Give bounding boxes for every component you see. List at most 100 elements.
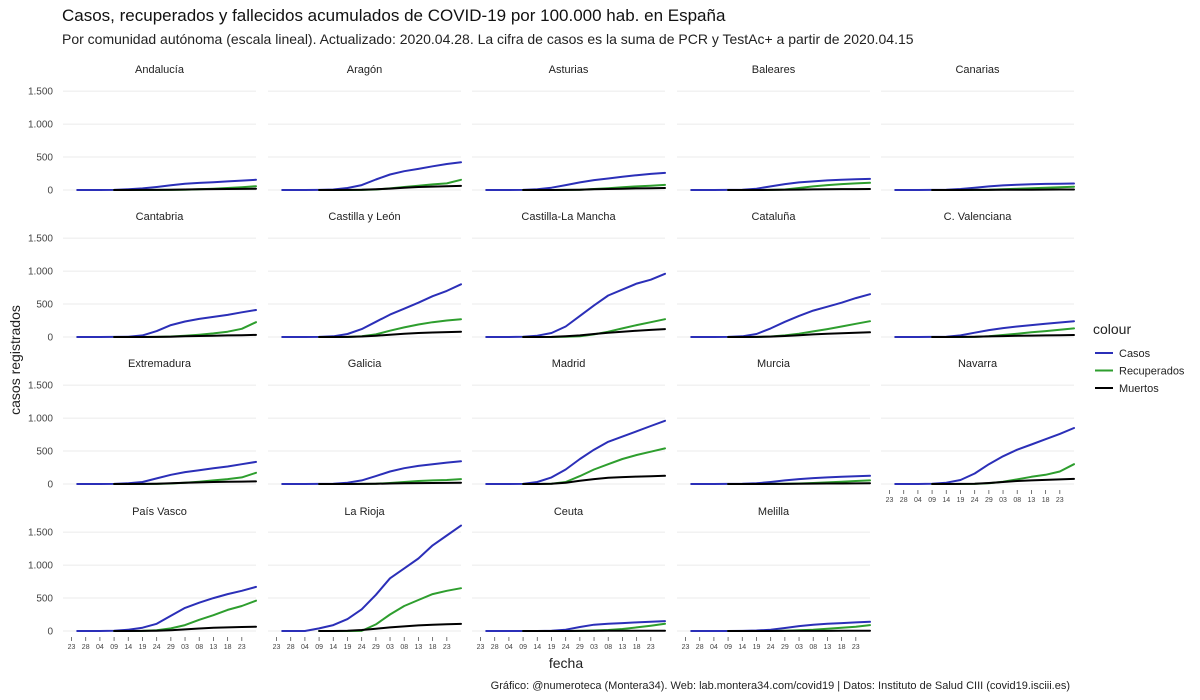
x-tick-label: 13 (1028, 497, 1036, 504)
x-tick-label: 24 (153, 644, 161, 651)
series-line-muertos (318, 330, 462, 338)
facet-pais-vasco: País Vasco 0 500 1.000 1.500 23 28 04 09 14 19 24 29… (28, 506, 257, 651)
y-tick-label: 500 (36, 594, 53, 605)
x-tick-label: 18 (633, 644, 641, 651)
x-tick-label: 14 (329, 644, 337, 651)
y-tick-label: 1.000 (28, 267, 53, 278)
x-tick-label: 18 (838, 644, 846, 651)
x-tick-label: 23 (443, 644, 451, 651)
y-axis-title: casos registrados (7, 305, 23, 415)
series-line-muertos (522, 187, 666, 191)
facet-aragon: Aragón (268, 64, 462, 191)
series-line-casos (281, 524, 462, 632)
y-tick-label: 1.000 (28, 414, 53, 425)
legend-item-muertos: Muertos (1095, 383, 1159, 395)
y-tick-label: 0 (47, 186, 53, 197)
x-tick-label: 04 (710, 644, 718, 651)
y-tick-label: 1.000 (28, 120, 53, 131)
series-line-muertos (727, 482, 871, 485)
facet-canarias: Canarias (881, 64, 1075, 191)
facet-title: Castilla-La Mancha (521, 211, 616, 223)
y-tick-label: 1.500 (28, 528, 53, 539)
x-tick-label: 23 (852, 644, 860, 651)
facet-title: Andalucía (135, 64, 185, 76)
facet-castilla-la-mancha: Castilla-La Mancha (472, 211, 666, 338)
x-tick-label: 03 (386, 644, 394, 651)
x-tick-label: 14 (124, 644, 132, 651)
x-tick-label: 23 (647, 644, 655, 651)
series-line-muertos (113, 187, 257, 191)
series-line-casos (281, 283, 462, 338)
facet-navarra: Navarra 23 28 04 09 14 19 24 29 03 08 13 18 23 (881, 358, 1075, 504)
series-line-muertos (522, 328, 666, 338)
x-tick-label: 18 (429, 644, 437, 651)
chart-caption: Gráfico: @numeroteca (Montera34). Web: l… (491, 680, 1070, 692)
y-tick-label: 0 (47, 480, 53, 491)
x-tick-label: 28 (696, 644, 704, 651)
facet-title: Baleares (752, 64, 796, 76)
x-tick-label: 29 (985, 497, 993, 504)
series-line-muertos (931, 334, 1075, 338)
facet-title: Extremadura (128, 358, 192, 370)
facet-cantabria: Cantabria 0 500 1.000 1.500 (28, 211, 257, 344)
x-tick-label: 23 (68, 644, 76, 651)
x-tick-label: 09 (724, 644, 732, 651)
x-tick-label: 08 (604, 644, 612, 651)
facet-madrid: Madrid (472, 358, 666, 485)
x-tick-label: 19 (957, 497, 965, 504)
series-line-muertos (113, 333, 257, 338)
facet-title: Murcia (757, 358, 791, 370)
y-tick-label: 500 (36, 447, 53, 458)
x-tick-label: 28 (900, 497, 908, 504)
legend-item-casos: Casos (1095, 348, 1151, 360)
facet-title: Castilla y León (328, 211, 400, 223)
x-tick-label: 03 (999, 497, 1007, 504)
facet-extremadura: Extremadura 0 500 1.000 1.500 (28, 358, 257, 491)
facet-cataluna: Cataluña (677, 211, 871, 338)
legend: colour Casos Recuperados Muertos (1093, 321, 1185, 395)
x-tick-label: 08 (1013, 497, 1021, 504)
series-line-casos (485, 620, 666, 632)
facet-title: Cataluña (751, 211, 796, 223)
facet-c-valenciana: C. Valenciana (881, 211, 1075, 338)
y-tick-label: 500 (36, 153, 53, 164)
series-line-muertos (522, 474, 666, 485)
x-tick-label: 19 (548, 644, 556, 651)
facet-melilla: Melilla 23 28 04 09 14 19 24 29 03 08 13 18 23 (677, 506, 871, 651)
x-tick-label: 14 (942, 497, 950, 504)
x-tick-label: 28 (82, 644, 90, 651)
x-tick-label: 09 (110, 644, 118, 651)
x-tick-label: 23 (682, 644, 690, 651)
x-tick-label: 18 (224, 644, 232, 651)
facet-castilla-y-leon: Castilla y León (268, 211, 462, 338)
series-line-casos (485, 272, 666, 338)
series-line-casos (76, 309, 257, 338)
series-line-casos (76, 460, 257, 485)
y-tick-label: 500 (36, 300, 53, 311)
series-line-casos (690, 293, 871, 338)
y-tick-label: 0 (47, 333, 53, 344)
series-line-casos (485, 419, 666, 485)
x-tick-label: 19 (344, 644, 352, 651)
series-line-muertos (727, 188, 871, 191)
x-tick-label: 03 (795, 644, 803, 651)
facet-andalucia: Andalucía 0 500 1.000 1.500 (28, 64, 257, 197)
chart-title: Casos, recuperados y fallecidos acumulad… (62, 6, 726, 25)
x-tick-label: 04 (914, 497, 922, 504)
series-line-muertos (113, 625, 257, 632)
x-tick-label: 24 (562, 644, 570, 651)
y-tick-label: 1.500 (28, 87, 53, 98)
series-line-muertos (727, 331, 871, 338)
facet-ceuta: Ceuta 23 28 04 09 14 19 24 29 03 08 13 18 23 (472, 506, 666, 651)
x-tick-label: 08 (809, 644, 817, 651)
x-tick-label: 09 (928, 497, 936, 504)
x-tick-label: 04 (505, 644, 513, 651)
y-tick-label: 1.000 (28, 561, 53, 572)
legend-label: Muertos (1119, 383, 1159, 395)
facet-title: País Vasco (132, 506, 187, 518)
legend-title: colour (1093, 321, 1131, 337)
x-tick-label: 18 (1042, 497, 1050, 504)
facet-title: Cantabria (136, 211, 185, 223)
facet-asturias: Asturias (472, 64, 666, 191)
